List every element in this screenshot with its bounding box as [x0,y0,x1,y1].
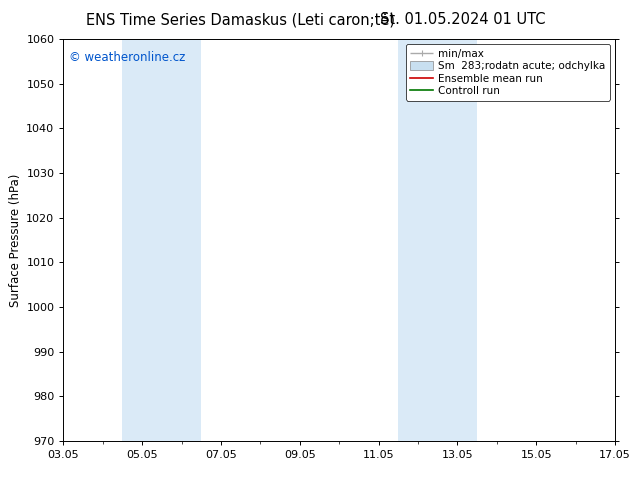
Y-axis label: Surface Pressure (hPa): Surface Pressure (hPa) [9,173,22,307]
Text: St. 01.05.2024 01 UTC: St. 01.05.2024 01 UTC [380,12,546,27]
Text: © weatheronline.cz: © weatheronline.cz [69,51,185,64]
Bar [398,39,477,441]
Text: ENS Time Series Damaskus (Leti caron;tě): ENS Time Series Damaskus (Leti caron;tě) [86,12,396,28]
Legend: min/max, Sm  283;rodatn acute; odchylka, Ensemble mean run, Controll run: min/max, Sm 283;rodatn acute; odchylka, … [406,45,610,100]
Bar [122,39,202,441]
